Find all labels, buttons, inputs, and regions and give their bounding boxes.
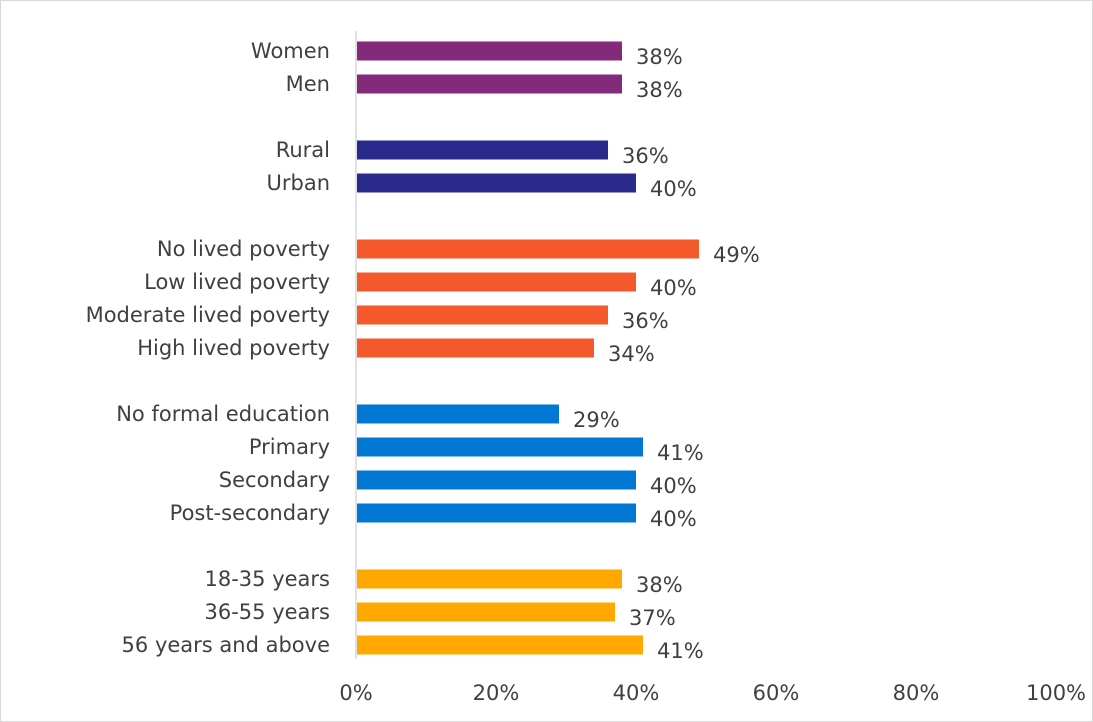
category-label-rural: Rural bbox=[276, 138, 330, 162]
bar-men bbox=[357, 74, 622, 94]
value-label-high-lived-poverty: 34% bbox=[608, 342, 655, 366]
category-label-low-lived-poverty: Low lived poverty bbox=[144, 270, 330, 294]
category-label-36-55-years: 36-55 years bbox=[205, 600, 331, 624]
value-label-18-35-years: 38% bbox=[636, 573, 683, 597]
bar-36-55-years bbox=[357, 602, 615, 622]
category-label-men: Men bbox=[286, 72, 330, 96]
value-label-secondary: 40% bbox=[650, 474, 697, 498]
category-label-urban: Urban bbox=[266, 171, 330, 195]
value-label-36-55-years: 37% bbox=[629, 606, 676, 630]
x-tick-label: 40% bbox=[613, 681, 660, 705]
x-tick-label: 100% bbox=[1026, 681, 1086, 705]
bar-rural bbox=[357, 140, 608, 160]
category-label-no-lived-poverty: No lived poverty bbox=[157, 237, 330, 261]
value-label-no-lived-poverty: 49% bbox=[713, 243, 760, 267]
x-tick-label: 80% bbox=[893, 681, 940, 705]
bar-urban bbox=[357, 173, 636, 193]
x-tick-label: 0% bbox=[339, 681, 372, 705]
category-label-56-years-and-above: 56 years and above bbox=[122, 633, 330, 657]
bar-high-lived-poverty bbox=[357, 338, 594, 358]
value-label-rural: 36% bbox=[622, 144, 669, 168]
category-label-high-lived-poverty: High lived poverty bbox=[137, 336, 330, 360]
bars-layer: Women 38% Men 38% Rural 36% Urban 40% No lived p… bbox=[86, 39, 760, 663]
category-label-secondary: Secondary bbox=[219, 468, 330, 492]
x-tick-label: 60% bbox=[753, 681, 800, 705]
value-label-56-years-and-above: 41% bbox=[657, 639, 704, 663]
bar-moderate-lived-poverty bbox=[357, 305, 608, 325]
bar-56-years-and-above bbox=[357, 635, 643, 655]
bar-18-35-years bbox=[357, 569, 622, 589]
bar-primary bbox=[357, 437, 643, 457]
bar-low-lived-poverty bbox=[357, 272, 636, 292]
category-label-post-secondary: Post-secondary bbox=[170, 501, 330, 525]
value-label-primary: 41% bbox=[657, 441, 704, 465]
value-label-low-lived-poverty: 40% bbox=[650, 276, 697, 300]
category-label-no-formal-education: No formal education bbox=[116, 402, 330, 426]
bar-post-secondary bbox=[357, 503, 636, 523]
x-tick-labels: 0% 20% 40% 60% 80% 100% bbox=[339, 681, 1086, 705]
value-label-moderate-lived-poverty: 36% bbox=[622, 309, 669, 333]
category-label-primary: Primary bbox=[249, 435, 330, 459]
category-label-18-35-years: 18-35 years bbox=[205, 567, 331, 591]
value-label-women: 38% bbox=[636, 45, 683, 69]
value-label-urban: 40% bbox=[650, 177, 697, 201]
bar-no-lived-poverty bbox=[357, 239, 699, 259]
value-label-post-secondary: 40% bbox=[650, 507, 697, 531]
value-label-men: 38% bbox=[636, 78, 683, 102]
value-label-no-formal-education: 29% bbox=[573, 408, 620, 432]
x-tick-label: 20% bbox=[473, 681, 520, 705]
bar-women bbox=[357, 41, 622, 61]
category-label-moderate-lived-poverty: Moderate lived poverty bbox=[86, 303, 330, 327]
category-label-women: Women bbox=[251, 39, 330, 63]
bar-no-formal-education bbox=[357, 404, 559, 424]
bar-secondary bbox=[357, 470, 636, 490]
